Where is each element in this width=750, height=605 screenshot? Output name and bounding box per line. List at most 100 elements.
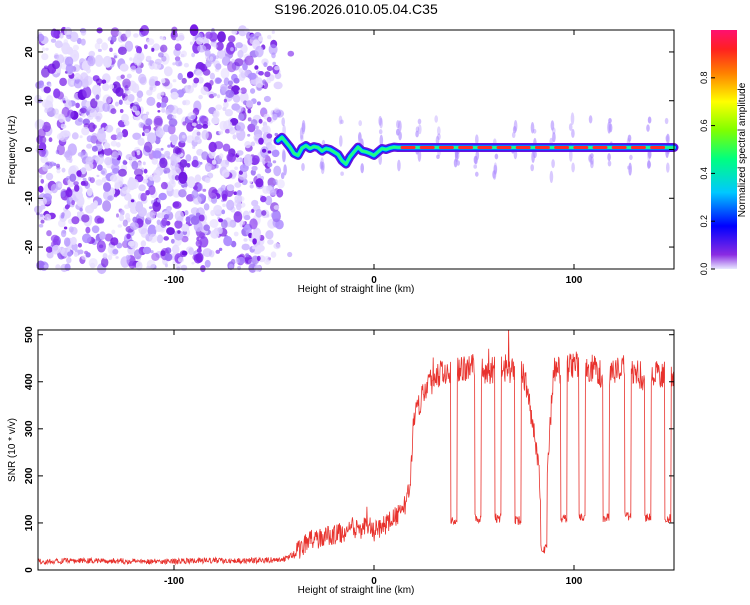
noise-blob — [258, 35, 263, 42]
noise-blob — [149, 233, 158, 243]
smear-blob — [532, 128, 537, 134]
noise-blob — [126, 73, 132, 79]
noise-blob — [70, 80, 75, 86]
noise-blob — [95, 100, 105, 113]
noise-blob — [270, 251, 277, 258]
smear-blob — [647, 116, 652, 124]
noise-blob — [60, 214, 65, 219]
noise-blob — [196, 248, 202, 253]
x-tick-label: 100 — [566, 576, 583, 587]
noise-blob — [248, 263, 257, 273]
noise-blob — [117, 224, 123, 228]
noise-blob — [65, 63, 74, 74]
noise-blob — [66, 256, 72, 264]
noise-blob — [238, 89, 242, 94]
noise-blob — [205, 31, 213, 39]
noise-blob — [145, 118, 153, 126]
noise-blob — [53, 108, 59, 115]
noise-blob — [152, 150, 162, 159]
noise-blob — [213, 93, 217, 97]
noise-blob — [166, 207, 172, 215]
noise-blob — [244, 141, 252, 149]
noise-blob — [174, 147, 182, 155]
noise-blob — [156, 102, 161, 108]
noise-blob — [69, 173, 77, 182]
noise-blob — [183, 62, 189, 68]
noise-blob — [160, 250, 166, 257]
noise-blob — [120, 209, 125, 216]
noise-blob — [210, 229, 220, 239]
noise-blob — [131, 83, 140, 94]
noise-blob — [152, 174, 161, 183]
noise-blob — [220, 68, 230, 79]
noise-blob — [185, 216, 191, 223]
noise-blob — [250, 88, 256, 94]
noise-blob — [248, 232, 253, 239]
noise-blob — [95, 78, 103, 85]
colorbar-ticks: 0.0 0.2 0.4 0.6 0.8 — [699, 72, 715, 275]
noise-blob — [93, 200, 98, 207]
noise-blob — [233, 231, 239, 237]
noise-blob — [60, 191, 66, 198]
noise-blob — [63, 226, 68, 230]
noise-blob — [196, 123, 203, 130]
noise-blob — [101, 42, 108, 51]
noise-blob — [127, 94, 135, 102]
colorbar-tick-label: 0.2 — [699, 215, 709, 228]
noise-blob — [101, 79, 107, 85]
smear-blob — [530, 164, 534, 172]
noise-blob — [234, 166, 239, 171]
spectrogram-signal-track — [273, 132, 679, 169]
noise-blob — [73, 251, 79, 257]
noise-blob — [63, 39, 69, 46]
smear-blob — [588, 155, 592, 163]
noise-blob — [186, 176, 196, 189]
noise-blob — [41, 47, 46, 52]
smear-blob — [398, 131, 402, 141]
y-tick-label: 20 — [24, 46, 35, 58]
noise-blob — [146, 111, 150, 116]
noise-blob — [197, 76, 204, 84]
noise-blob — [224, 240, 232, 247]
spectrogram-y-label: Frequency (Hz) — [7, 116, 18, 185]
noise-blob — [116, 242, 123, 249]
noise-blob — [161, 107, 166, 113]
noise-blob — [145, 55, 152, 61]
noise-blob — [251, 208, 255, 213]
noise-blob — [102, 83, 110, 92]
noise-blob — [82, 86, 92, 99]
noise-blob — [64, 263, 71, 271]
noise-blob — [127, 177, 137, 191]
noise-blob — [271, 149, 280, 158]
noise-blob — [75, 102, 80, 109]
noise-blob — [80, 150, 88, 161]
noise-blob — [208, 150, 216, 159]
noise-blob — [174, 43, 182, 51]
noise-blob — [50, 234, 60, 243]
noise-blob — [209, 219, 219, 228]
noise-blob — [276, 188, 284, 198]
noise-blob — [178, 171, 188, 184]
noise-blob — [145, 174, 149, 180]
noise-blob — [77, 243, 82, 248]
noise-blob — [88, 156, 92, 162]
noise-blob — [183, 99, 191, 106]
noise-blob — [247, 109, 252, 114]
noise-blob — [244, 55, 254, 66]
snr-panel: -100 0 100 0 100 200 300 400 500 Height of stra… — [7, 326, 675, 596]
colorbar: 0.0 0.2 0.4 0.6 0.8 Normalized spectral ampl… — [699, 30, 748, 275]
noise-blob — [120, 74, 125, 80]
smear-blob — [494, 153, 499, 160]
noise-blob — [129, 57, 133, 61]
noise-blob — [146, 89, 153, 96]
noise-blob — [217, 49, 226, 59]
noise-blob — [219, 120, 228, 131]
noise-blob — [261, 210, 267, 216]
noise-blob — [134, 52, 142, 59]
noise-blob — [80, 167, 87, 175]
noise-blob — [133, 59, 142, 66]
noise-blob — [270, 211, 280, 219]
noise-blob — [174, 220, 183, 229]
noise-blob — [234, 182, 242, 188]
noise-blob — [256, 101, 261, 106]
